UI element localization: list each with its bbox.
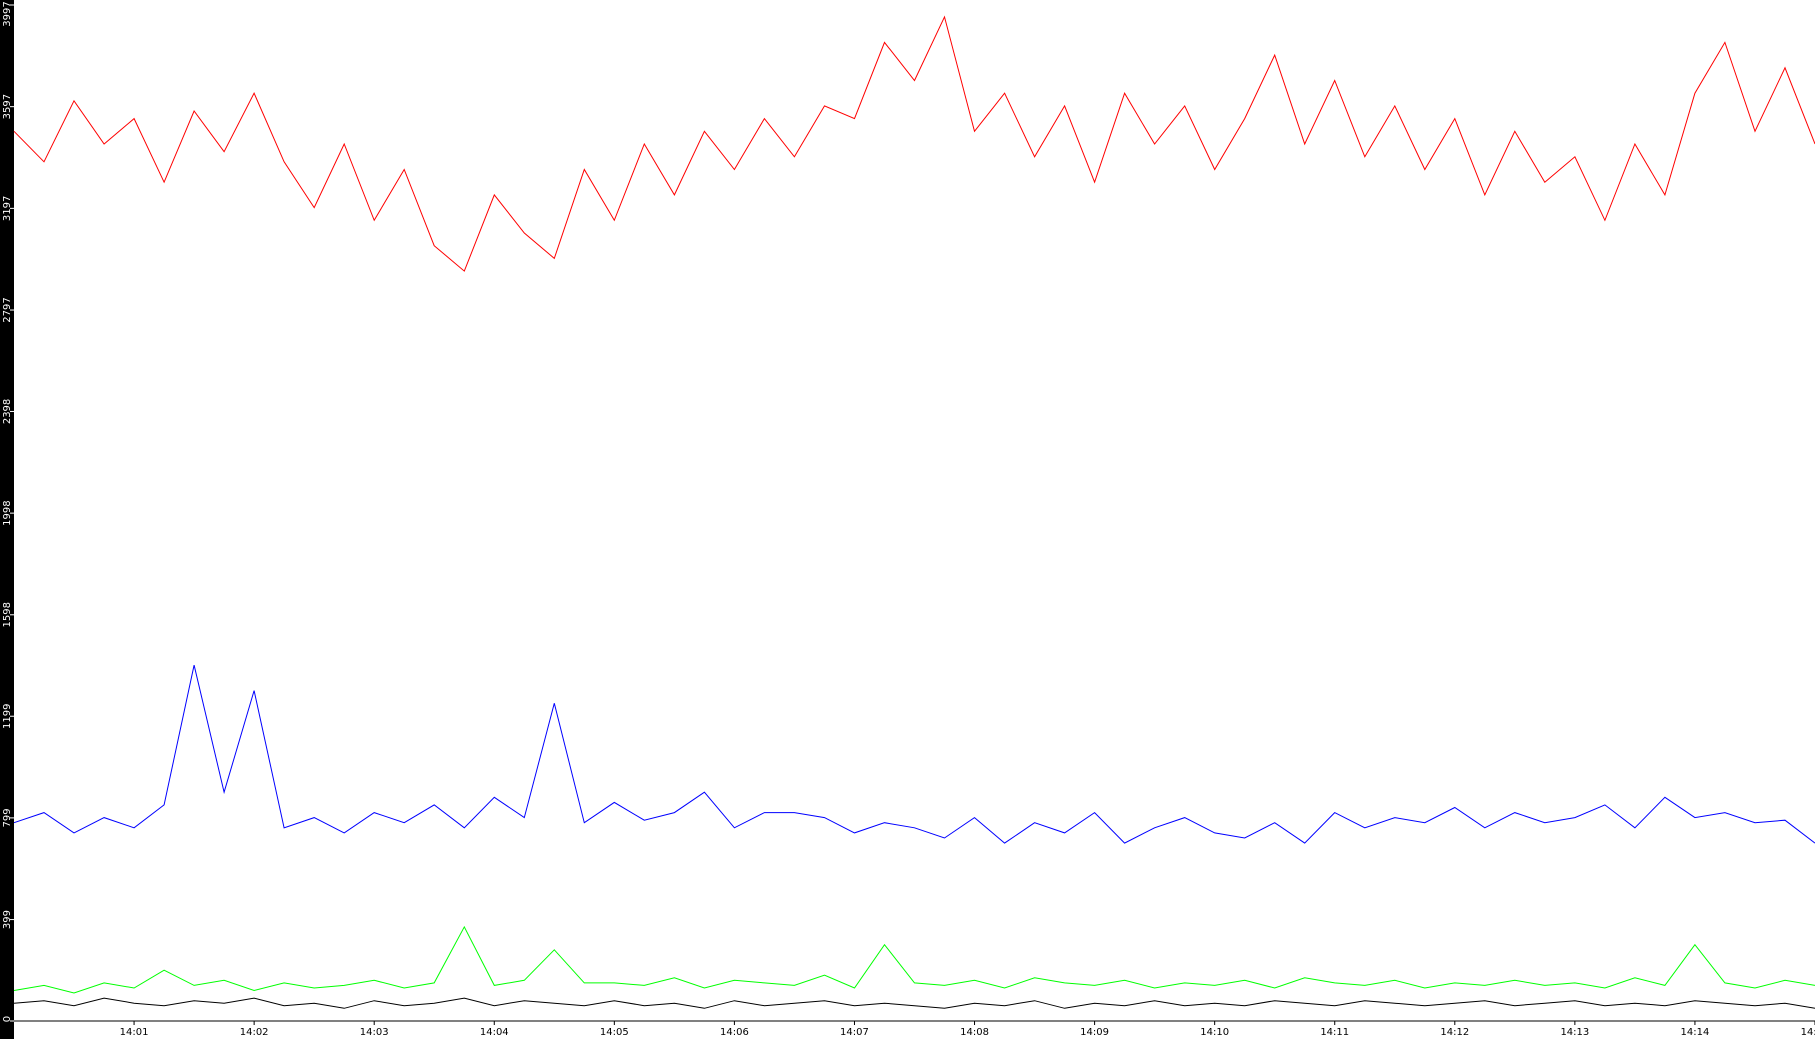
y-tick-label: 2797 [2,297,13,322]
x-tick-label: 14:09 [1080,1027,1109,1038]
x-tick-label: 14:03 [360,1027,389,1038]
y-tick-label: 3997 [2,1,13,26]
y-tick-label: 799 [2,808,13,827]
y-axis-strip [0,0,14,1039]
series-line [13,664,1815,844]
x-tick-label: 14:05 [600,1027,629,1038]
x-tick-label: 14:13 [1560,1027,1589,1038]
y-tick-label: 0 [2,1016,13,1022]
x-tick-label: 14:07 [840,1027,869,1038]
x-tick-label: 14:11 [1320,1027,1349,1038]
series-line [13,997,1815,1009]
x-tick-label: 14:06 [720,1027,749,1038]
series-line [13,15,1815,272]
y-tick-label: 3597 [2,94,13,119]
x-tick-label: 14:01 [120,1027,149,1038]
x-tick-label: 14:10 [1200,1027,1229,1038]
x-tick-label: 14:04 [480,1027,509,1038]
y-tick-label: 1598 [2,602,13,627]
y-tick-label: 1998 [2,500,13,525]
y-tick-label: 3197 [2,196,13,221]
x-tick-label: 14:12 [1440,1027,1469,1038]
x-tick-label: 14:14 [1681,1027,1710,1038]
x-tick-label: 14:02 [240,1027,269,1038]
x-tick-label: 14:08 [960,1027,989,1038]
y-tick-label: 399 [2,910,13,929]
series-line [13,925,1815,994]
x-tick-label: 14:15 [1801,1027,1815,1038]
y-tick-label: 1199 [2,703,13,728]
y-tick-label: 2398 [2,399,13,424]
